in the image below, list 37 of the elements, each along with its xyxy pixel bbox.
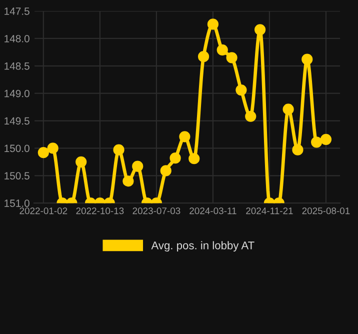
x-tick-label: 2022-01-02 (20, 207, 68, 214)
point (170, 152, 181, 164)
y-tick-label: 147.5 (4, 8, 30, 15)
point (282, 104, 294, 115)
point (226, 52, 238, 64)
legend-label: Avg. pos. in lobby AT (151, 241, 254, 252)
point (113, 144, 124, 156)
point (292, 144, 304, 156)
x-tick-label: 2022-10-13 (76, 207, 124, 214)
point (122, 176, 134, 187)
x-tick-label: 2024-03-11 (190, 207, 236, 214)
point (38, 147, 49, 158)
point (254, 24, 266, 36)
y-tick-label: 151.0 (4, 200, 30, 207)
point (207, 18, 219, 30)
x-tick-label: 2025-08-01 (302, 207, 350, 214)
point (216, 44, 228, 56)
point (160, 165, 172, 176)
point (188, 153, 200, 164)
y-tick-label: 150.0 (4, 144, 30, 152)
point (76, 156, 87, 168)
point (311, 136, 322, 148)
point (245, 110, 256, 122)
point (47, 142, 58, 154)
point (198, 51, 210, 62)
x-tick-label: 2023-07-03 (132, 207, 180, 214)
point (236, 84, 247, 96)
y-tick-label: 150.5 (4, 172, 30, 180)
y-tick-label: 149.0 (4, 90, 30, 98)
point (132, 160, 144, 172)
y-tick-label: 148.5 (4, 62, 30, 70)
x-tick-label: 2024-11-21 (246, 207, 293, 214)
y-tick-label: 149.5 (4, 117, 30, 125)
point (179, 131, 190, 142)
point (302, 54, 313, 65)
y-tick-label: 148.0 (4, 34, 30, 42)
point (320, 134, 332, 145)
